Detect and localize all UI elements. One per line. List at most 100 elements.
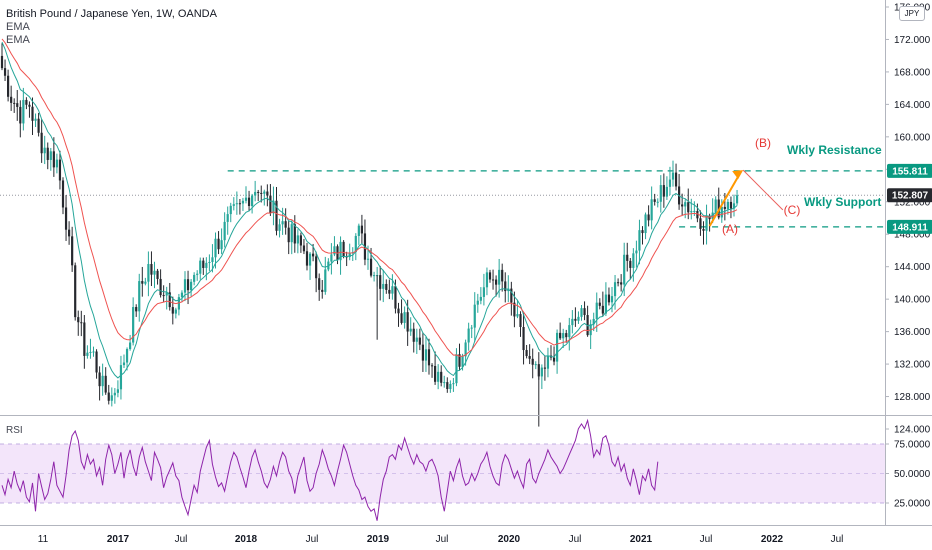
candle <box>354 233 357 261</box>
candle <box>171 296 174 325</box>
candle <box>595 292 598 332</box>
candle-body <box>647 214 650 221</box>
candle-body <box>52 151 55 168</box>
candle-body <box>617 282 620 284</box>
price-badge-label: 148.911 <box>892 222 928 233</box>
candle <box>55 153 58 174</box>
candle-body <box>312 253 315 257</box>
candle <box>52 137 55 177</box>
candle-body <box>263 191 266 194</box>
candle-body <box>205 262 208 268</box>
candle <box>574 307 577 327</box>
candle <box>589 319 592 350</box>
candle-body <box>199 260 202 274</box>
candle-body <box>68 229 71 237</box>
candle <box>150 251 153 287</box>
candle-body <box>110 395 113 401</box>
rsi-panel-label[interactable]: RSI <box>6 425 23 436</box>
ema-slow-line <box>1 38 738 357</box>
time-axis-labels[interactable]: 11 2017 Jul 2018 Jul 2019 Jul 2020 Jul 2021 Jul 202… <box>38 534 844 545</box>
candle-body <box>71 236 74 266</box>
candle-body <box>61 180 65 208</box>
candle-body <box>568 325 571 338</box>
candle-body <box>25 99 28 105</box>
candle-body <box>275 200 278 231</box>
candle-body <box>681 204 684 207</box>
candle-body <box>360 225 363 234</box>
candle <box>333 236 336 257</box>
candle <box>308 251 312 280</box>
candle <box>412 322 415 353</box>
ema-legend-1[interactable]: EMA <box>6 21 30 33</box>
candle <box>400 299 403 325</box>
candle-body <box>534 364 537 366</box>
candle-body <box>543 367 546 369</box>
candle <box>138 273 141 322</box>
candle <box>95 349 98 379</box>
candle-body <box>653 199 656 202</box>
candle <box>488 269 492 283</box>
candle-body <box>650 199 653 221</box>
candle-body <box>513 302 516 317</box>
candle <box>156 268 159 285</box>
candle-body <box>516 314 519 317</box>
candle-body <box>104 375 107 393</box>
ema-legend-2[interactable]: EMA <box>6 34 30 46</box>
candle <box>275 187 278 236</box>
candle <box>342 240 345 259</box>
candle-body <box>156 270 159 279</box>
candle-body <box>138 281 141 312</box>
candle <box>251 193 254 214</box>
price-tick-label: 140.000 <box>894 295 931 306</box>
candle-body <box>34 118 37 121</box>
candle-body <box>373 275 376 277</box>
candle <box>409 317 412 336</box>
candle-body <box>16 103 19 107</box>
rsi-tick-label: 25.0000 <box>894 499 931 510</box>
chart-title: British Pound / Japanese Yen, 1W, OANDA <box>6 8 217 20</box>
candle-body <box>171 307 174 314</box>
candle-body <box>165 292 168 296</box>
candle <box>659 175 662 213</box>
candle <box>549 345 553 361</box>
candle-body <box>202 260 205 268</box>
candle <box>132 297 135 346</box>
candle <box>257 189 260 202</box>
candle <box>19 100 22 138</box>
candle-body <box>595 302 598 319</box>
candle-body <box>671 172 675 180</box>
candle-body <box>64 207 68 230</box>
candle <box>357 223 360 245</box>
candle <box>629 258 632 280</box>
candle <box>723 192 726 221</box>
candle-body <box>626 254 629 261</box>
candle <box>470 324 473 339</box>
candle <box>476 293 479 313</box>
candle <box>238 198 241 215</box>
candle-body <box>40 132 43 154</box>
currency-badge[interactable]: JPY <box>899 6 925 21</box>
candle <box>684 199 687 219</box>
price-tick-label: 168.000 <box>894 67 931 78</box>
candle <box>525 344 528 359</box>
candle-body <box>135 307 138 312</box>
candle <box>495 275 498 297</box>
candle-body <box>238 203 241 205</box>
candle <box>22 87 25 131</box>
candle-body <box>7 75 10 97</box>
candle <box>617 278 620 287</box>
candle <box>299 232 302 253</box>
candle <box>202 257 205 275</box>
candle <box>369 247 373 278</box>
price-tick-label: 172.000 <box>894 35 931 46</box>
candle-body <box>3 68 7 76</box>
chart-axes <box>0 0 932 526</box>
candle-body <box>223 221 226 241</box>
candle <box>101 363 104 396</box>
candle <box>385 279 388 294</box>
candle-body <box>229 205 232 215</box>
arrowhead-icon <box>732 170 744 180</box>
candle <box>305 242 309 271</box>
price-axis-labels[interactable]: 176.000172.000168.000164.000160.000156.0… <box>894 3 931 510</box>
